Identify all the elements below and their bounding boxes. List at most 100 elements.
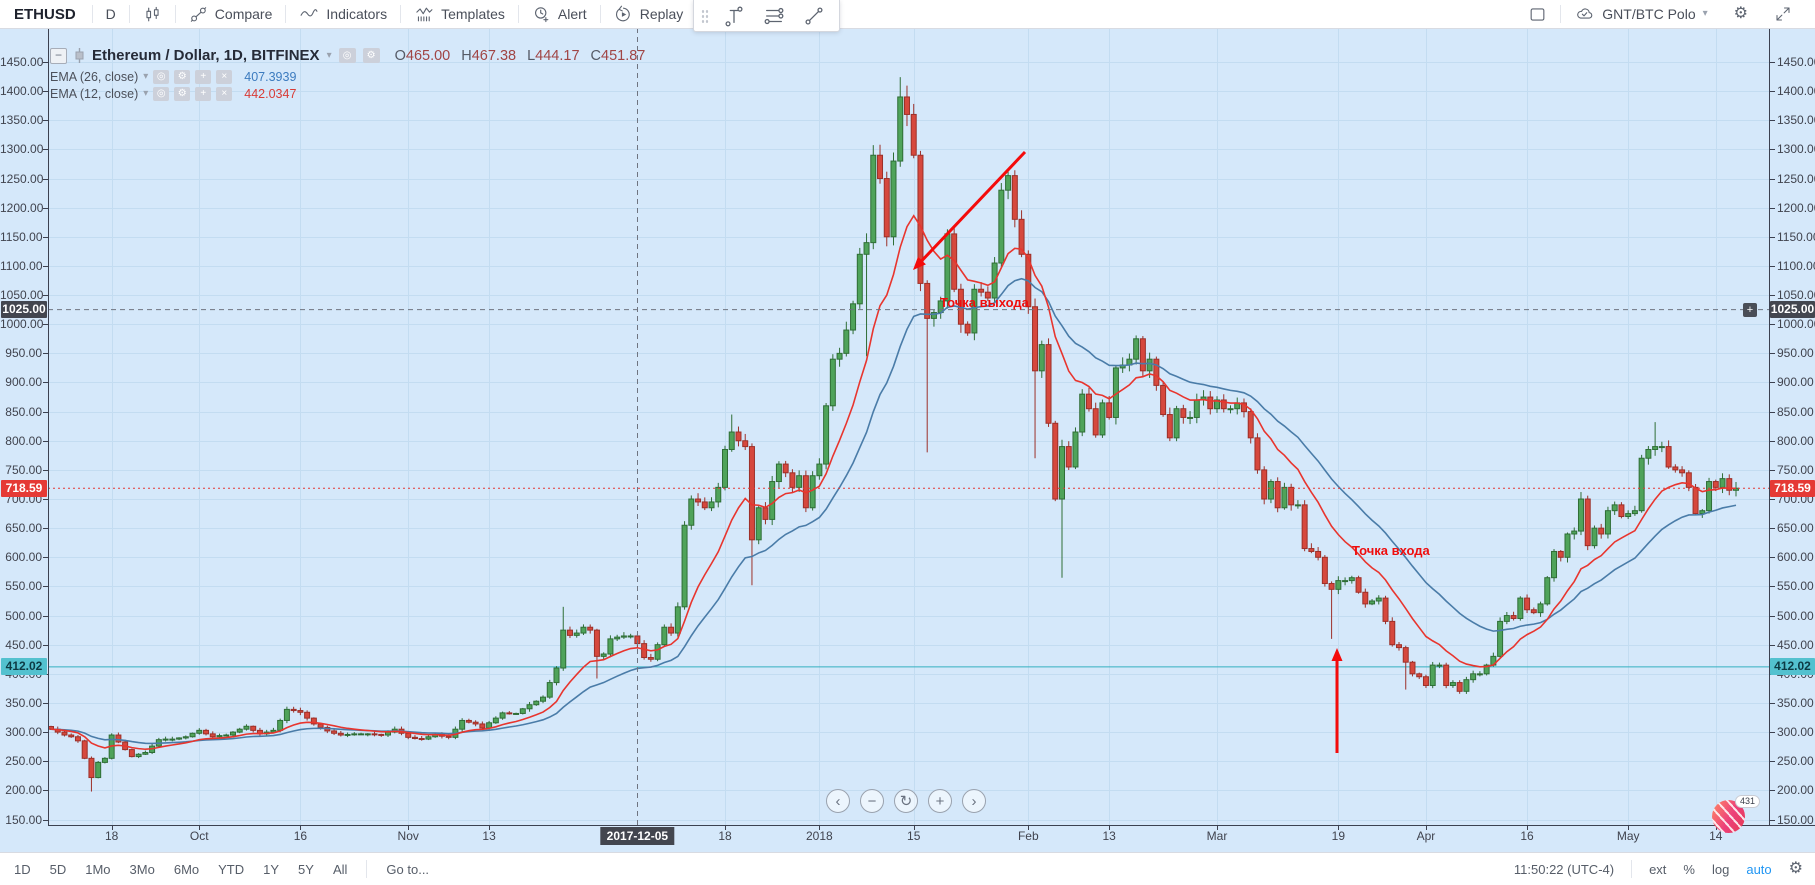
price-axis-label: 1400.00 [1777, 84, 1815, 99]
top-toolbar: ETHUSD D Compare Indicators [0, 0, 1815, 29]
scroll-left-button[interactable]: ‹ [826, 789, 850, 813]
ema26-settings-button[interactable]: ⚙ [174, 70, 191, 84]
range-1mo[interactable]: 1Mo [85, 861, 111, 877]
scale-controls: 11:50:22 (UTC-4) ext % log auto ⚙ [1514, 860, 1815, 878]
chevron-down-icon[interactable]: ▾ [326, 49, 332, 61]
chevron-down-icon[interactable]: ▾ [143, 88, 149, 99]
ema26-name[interactable]: EMA (26, close) [50, 70, 139, 84]
range-1d[interactable]: 1D [14, 861, 31, 877]
price-badge-left-1025.00: 1025.00 [1, 301, 47, 319]
range-5d[interactable]: 5D [49, 861, 67, 877]
chevron-right-icon: › [971, 792, 977, 810]
compare-icon [190, 6, 206, 22]
price-axis-label: 950.00 [1777, 346, 1814, 361]
alert-button[interactable]: Alert [519, 0, 600, 28]
price-axis-label: 800.00 [1777, 433, 1814, 448]
price-axis-label: 1400.00 [0, 84, 44, 99]
fullscreen-button[interactable] [1761, 5, 1805, 23]
symbol-button[interactable]: ETHUSD [14, 5, 76, 23]
percent-scale-toggle[interactable]: % [1683, 861, 1695, 877]
drag-handle[interactable] [701, 8, 709, 23]
chart-legend: − Ethereum / Dollar, 1D, BITFINEX ▾ ◎ ⚙ … [50, 47, 645, 64]
range-ytd[interactable]: YTD [218, 861, 245, 877]
minus-icon: − [867, 792, 877, 810]
price-axis-label: 200.00 [1777, 783, 1814, 798]
time-axis-label: Oct [189, 829, 209, 843]
series-eye-button[interactable]: ◎ [338, 48, 356, 63]
price-axis-label: 350.00 [5, 695, 42, 710]
price-axis-label: 800.00 [5, 433, 42, 448]
series-type-icon [75, 48, 84, 63]
templates-button[interactable]: Templates [401, 0, 518, 28]
vertical-line-tool-button[interactable] [714, 2, 754, 30]
price-axis-label: 1450.00 [1777, 55, 1815, 69]
compare-button[interactable]: Compare [176, 0, 286, 28]
zoom-in-button[interactable]: + [928, 789, 952, 813]
ema12-settings-button[interactable]: ⚙ [174, 87, 191, 101]
scroll-right-button[interactable]: › [962, 789, 986, 813]
replay-button[interactable]: Replay [601, 0, 697, 28]
exit-point-annotation[interactable]: Точка выхода [940, 295, 1029, 310]
horizontal-lines-tool-button[interactable] [754, 2, 794, 30]
legend-collapse-button[interactable]: − [50, 47, 67, 64]
ideas-count[interactable]: 431 [1735, 795, 1761, 808]
price-badge-right-1025.00: 1025.00 [1770, 301, 1815, 319]
vertical-line-tool-icon [725, 6, 743, 26]
ema26-eye-button[interactable]: ◎ [153, 70, 170, 84]
time-axis-label: 16 [1520, 829, 1534, 843]
range-5y[interactable]: 5Y [298, 861, 314, 877]
chevron-down-icon: ▾ [1702, 8, 1708, 19]
range-6mo[interactable]: 6Mo [173, 861, 200, 877]
series-settings-button[interactable]: ⚙ [362, 48, 380, 63]
price-axis-label: 650.00 [5, 521, 42, 536]
ema26-add-button[interactable]: + [195, 70, 212, 84]
time-axis-label: 14 [1709, 829, 1723, 843]
reset-chart-button[interactable]: ↻ [894, 789, 918, 813]
range-1y[interactable]: 1Y [263, 861, 280, 877]
ema12-value: 442.0347 [244, 87, 297, 101]
high-value: 467.38 [471, 47, 517, 64]
range-3mo[interactable]: 3Mo [129, 861, 155, 877]
log-scale-toggle[interactable]: log [1711, 861, 1730, 877]
account-selector[interactable]: GNT/BTC Polo ▾ [1561, 5, 1720, 24]
chart-properties-button[interactable]: ⚙ [1721, 6, 1761, 22]
zoom-out-button[interactable]: − [860, 789, 884, 813]
layout-button[interactable] [1515, 5, 1560, 24]
range-all[interactable]: All [332, 861, 348, 877]
entry-point-annotation[interactable]: Точка входа [1352, 543, 1430, 558]
price-axis-label: 1000.00 [1777, 317, 1815, 332]
price-axis-label: 350.00 [1777, 695, 1814, 710]
time-axis-label: 19 [1331, 829, 1346, 843]
goto-date-button[interactable]: Go to... [386, 861, 430, 877]
favorite-drawings-toolbar [693, 0, 840, 32]
trend-line-tool-button[interactable] [794, 2, 834, 30]
clock-timezone[interactable]: 11:50:22 (UTC-4) [1513, 861, 1615, 877]
gear-icon[interactable]: ⚙ [1788, 860, 1803, 877]
low-value: 444.17 [535, 47, 580, 64]
price-axis-label: 1350.00 [0, 113, 44, 128]
add-alert-plus-button[interactable]: + [1743, 303, 1757, 317]
ema26-remove-button[interactable]: × [216, 70, 233, 84]
ema12-eye-button[interactable]: ◎ [153, 87, 170, 101]
symbol-title[interactable]: Ethereum / Dollar, 1D, BITFINEX [92, 47, 320, 64]
ema12-name[interactable]: EMA (12, close) [50, 87, 139, 101]
indicators-button[interactable]: Indicators [286, 0, 400, 28]
price-axis-label: 650.00 [1777, 521, 1814, 536]
price-badge-right-412.02: 412.02 [1770, 658, 1815, 676]
indicator-row-ema26: EMA (26, close) ▾ ◎ ⚙ + × 407.3939 [50, 70, 296, 84]
trend-line-tool-icon [805, 6, 823, 25]
chart-style-button[interactable] [130, 0, 175, 28]
auto-scale-toggle[interactable]: auto [1746, 861, 1772, 877]
chevron-down-icon[interactable]: ▾ [143, 71, 149, 82]
extended-hours-toggle[interactable]: ext [1649, 861, 1667, 877]
ema12-add-button[interactable]: + [195, 87, 212, 101]
price-axis-label: 1250.00 [0, 171, 44, 186]
time-axis-label: Mar [1206, 829, 1228, 843]
price-axis-label: 1150.00 [0, 229, 43, 244]
interval-button[interactable]: D [105, 6, 116, 22]
toolbar-separator [285, 5, 287, 23]
toolbar-separator [91, 5, 93, 23]
time-axis-label: Apr [1416, 829, 1436, 843]
ema12-remove-button[interactable]: × [216, 87, 233, 101]
